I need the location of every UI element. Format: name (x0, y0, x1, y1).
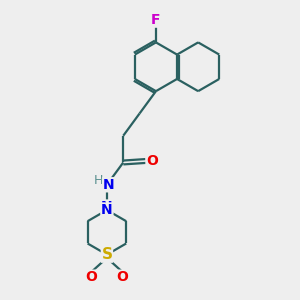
Text: O: O (85, 270, 98, 284)
Text: O: O (116, 270, 128, 284)
Text: O: O (146, 154, 158, 168)
Text: N: N (101, 200, 113, 214)
Text: F: F (151, 13, 161, 27)
Text: N: N (101, 203, 113, 217)
Text: S: S (101, 247, 112, 262)
Text: H: H (94, 174, 103, 187)
Text: N: N (103, 178, 114, 192)
